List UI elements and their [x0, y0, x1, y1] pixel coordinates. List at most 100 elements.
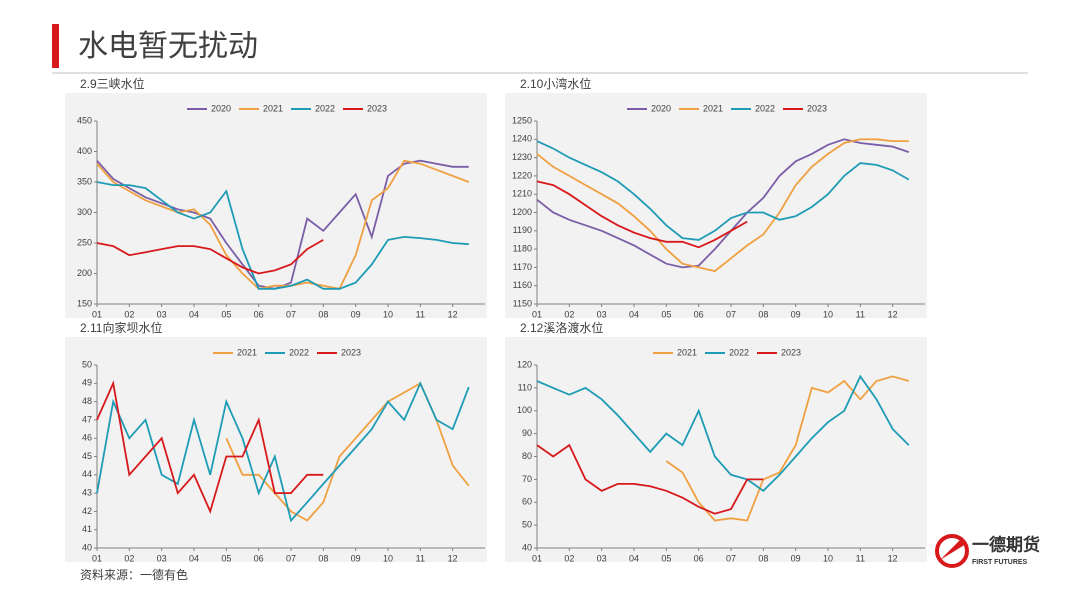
chart-title: 2.10小湾水位: [520, 76, 591, 91]
y-tick-label: 300: [77, 207, 92, 217]
legend-label: 2023: [367, 103, 387, 113]
x-tick-label: 05: [221, 309, 231, 319]
x-tick-label: 02: [124, 553, 134, 563]
legend-label: 2022: [729, 347, 749, 357]
x-tick-label: 07: [726, 309, 736, 319]
y-tick-label: 1170: [513, 262, 532, 272]
x-tick-label: 11: [416, 553, 425, 563]
x-tick-label: 04: [189, 553, 199, 563]
x-tick-label: 05: [221, 553, 231, 563]
x-tick-label: 06: [254, 309, 264, 319]
panel-background: [505, 93, 927, 318]
x-tick-label: 03: [597, 553, 607, 563]
logo-mark: [935, 534, 969, 568]
y-tick-label: 350: [77, 176, 92, 186]
series-line: [665, 375, 910, 522]
y-tick-label: 60: [522, 497, 532, 507]
y-tick-label: 90: [522, 428, 532, 438]
series-line: [536, 374, 910, 492]
x-tick-label: 12: [448, 309, 458, 319]
y-tick-label: 1150: [513, 298, 532, 308]
x-tick-label: 04: [189, 309, 199, 319]
x-tick-label: 10: [823, 309, 833, 319]
x-tick-label: 02: [124, 309, 134, 319]
x-tick-label: 09: [791, 309, 801, 319]
legend-label: 2023: [781, 347, 801, 357]
x-tick-label: 08: [758, 309, 768, 319]
x-tick-label: 08: [758, 553, 768, 563]
source-note: 资料来源：一德有色: [80, 567, 188, 582]
panel-background: [65, 337, 487, 562]
y-tick-label: 100: [517, 405, 532, 415]
y-tick-label: 40: [82, 542, 92, 552]
y-tick-label: 40: [522, 542, 532, 552]
x-tick-label: 04: [629, 553, 639, 563]
chart-title: 2.9三峡水位: [80, 76, 145, 91]
x-tick-label: 03: [597, 309, 607, 319]
x-tick-label: 09: [791, 553, 801, 563]
y-tick-label: 70: [522, 474, 532, 484]
x-tick-label: 11: [416, 309, 425, 319]
x-tick-label: 03: [157, 309, 167, 319]
y-tick-label: 1210: [512, 189, 532, 199]
y-tick-label: 450: [77, 115, 92, 125]
panel-background: [65, 93, 487, 318]
legend-label: 2021: [703, 103, 723, 113]
y-tick-label: 250: [77, 237, 92, 247]
x-tick-label: 08: [318, 309, 328, 319]
x-tick-label: 05: [661, 553, 671, 563]
series-line: [96, 380, 324, 515]
series-line: [96, 181, 469, 290]
series-line: [96, 239, 324, 275]
legend-label: 2023: [807, 103, 827, 113]
y-tick-label: 42: [82, 506, 92, 516]
x-tick-label: 02: [564, 553, 574, 563]
y-tick-label: 50: [82, 359, 92, 369]
x-tick-label: 09: [351, 309, 361, 319]
x-tick-label: 12: [888, 553, 898, 563]
legend-label: 2020: [211, 103, 231, 113]
panel-background: [505, 337, 927, 562]
series-line: [96, 381, 470, 523]
y-tick-label: 200: [77, 268, 92, 278]
x-tick-label: 08: [318, 553, 328, 563]
y-tick-label: 120: [517, 359, 532, 369]
y-tick-label: 50: [522, 520, 532, 530]
series-line: [536, 138, 910, 269]
x-tick-label: 01: [532, 553, 542, 563]
chart-title: 2.12溪洛渡水位: [520, 320, 603, 335]
chart-title: 2.11向家坝水位: [80, 320, 162, 335]
slide-title: 水电暂无扰动: [78, 30, 258, 63]
legend-label: 2021: [237, 347, 257, 357]
series-line: [536, 140, 910, 241]
y-tick-label: 48: [82, 396, 92, 406]
y-tick-label: 1250: [512, 115, 532, 125]
x-tick-label: 12: [448, 553, 458, 563]
x-tick-label: 01: [532, 309, 542, 319]
title-accent: [52, 24, 59, 68]
x-tick-label: 07: [726, 553, 736, 563]
y-tick-label: 47: [82, 414, 92, 424]
x-tick-label: 10: [823, 553, 833, 563]
legend-label: 2022: [315, 103, 335, 113]
legend-label: 2023: [341, 347, 361, 357]
x-tick-label: 09: [351, 553, 361, 563]
series-line: [96, 159, 470, 290]
y-tick-label: 1220: [512, 170, 532, 180]
y-tick-label: 1190: [513, 225, 532, 235]
x-tick-label: 02: [564, 309, 574, 319]
y-tick-label: 150: [77, 298, 92, 308]
y-tick-label: 46: [82, 433, 92, 443]
x-tick-label: 05: [661, 309, 671, 319]
y-tick-label: 49: [82, 378, 92, 388]
x-tick-label: 01: [92, 309, 102, 319]
y-tick-label: 41: [82, 524, 92, 534]
x-tick-label: 06: [694, 553, 704, 563]
y-tick-label: 110: [518, 382, 532, 392]
y-tick-label: 1180: [513, 243, 532, 253]
logo: 一德期货 FIRST FUTURES: [935, 534, 1040, 568]
y-tick-label: 80: [522, 451, 532, 461]
x-tick-label: 10: [383, 309, 393, 319]
x-tick-label: 03: [157, 553, 167, 563]
